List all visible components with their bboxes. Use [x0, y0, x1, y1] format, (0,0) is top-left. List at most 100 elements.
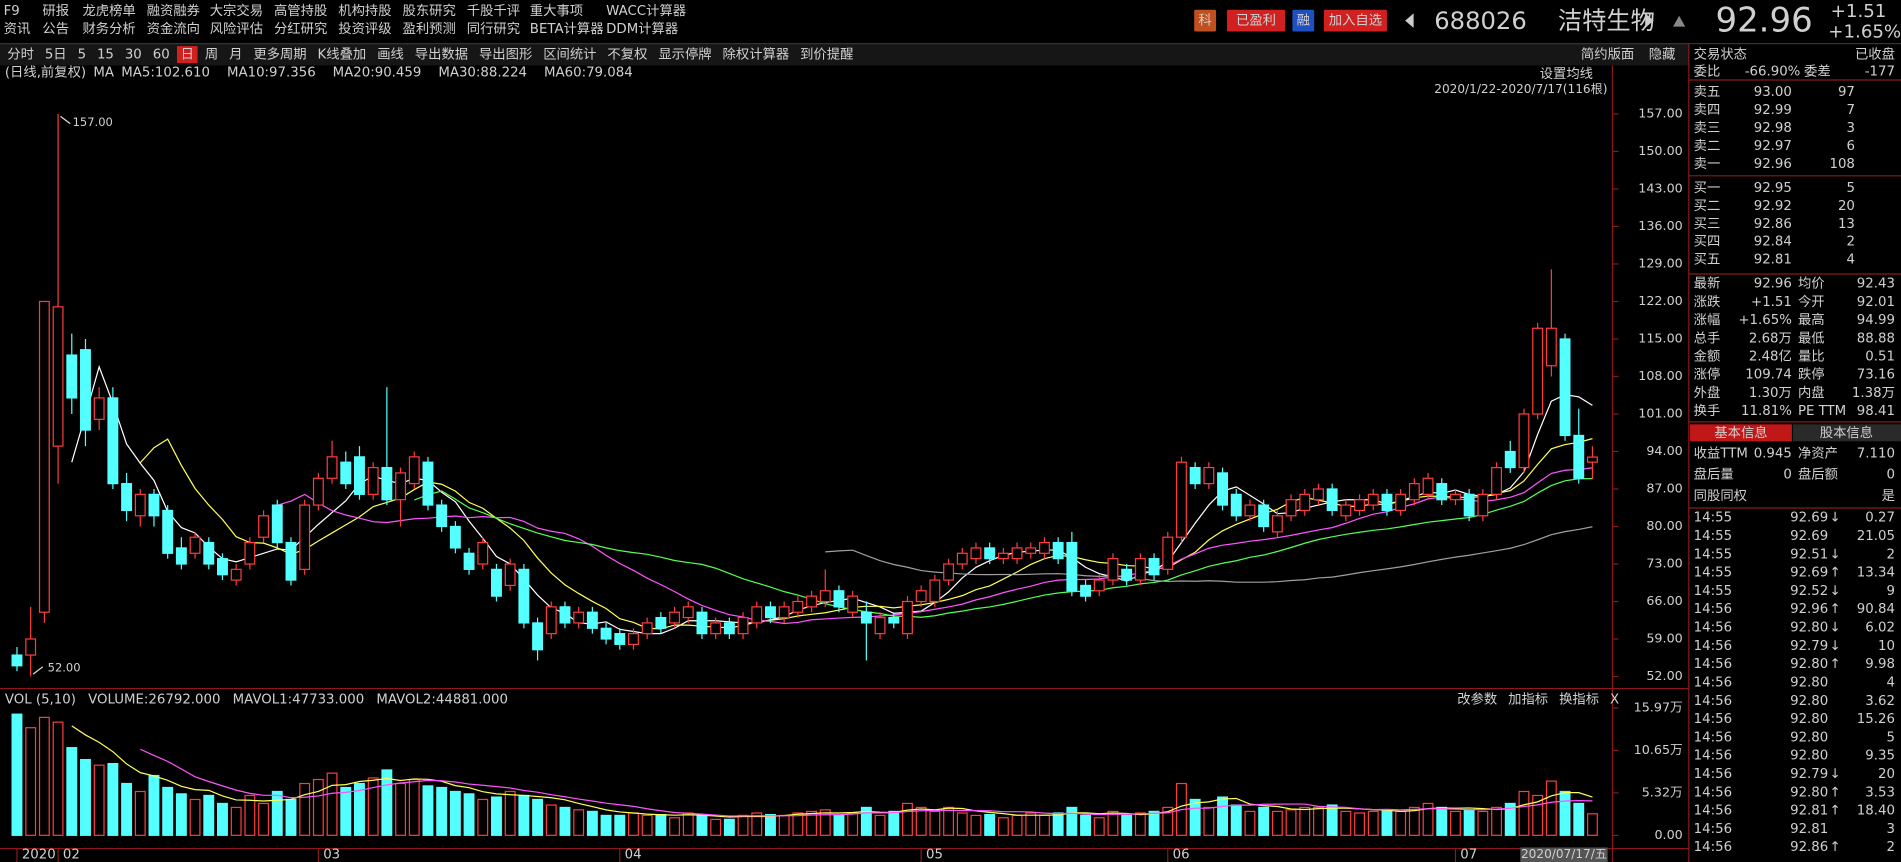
next-arrow[interactable] — [1645, 13, 1654, 28]
tab-label[interactable]: 基本信息 — [1714, 424, 1767, 441]
toolbar-item[interactable]: 更多周期 — [253, 46, 306, 63]
vol-bar — [1271, 810, 1283, 836]
candle-body — [833, 590, 845, 608]
toolbar-item[interactable]: 不复权 — [607, 46, 647, 63]
toolbar-item[interactable]: 5 — [78, 48, 86, 63]
toolbar-item[interactable]: K线叠加 — [318, 47, 367, 63]
candle-body — [1258, 504, 1270, 528]
candle-body — [1066, 541, 1078, 592]
vol-bar — [1285, 809, 1297, 836]
vol-bar — [586, 810, 598, 836]
status-value: 已收盘 — [1855, 46, 1895, 63]
vol-bar — [765, 813, 776, 836]
menu-item[interactable]: 股东研究 — [403, 3, 456, 19]
badge[interactable] — [1323, 9, 1387, 32]
toolbar-item[interactable]: 区间统计 — [543, 47, 596, 63]
menu-item[interactable]: 重大事项 — [530, 3, 583, 19]
ma-line — [414, 478, 1593, 618]
badge-label[interactable]: 加入自选 — [1329, 13, 1382, 29]
badge[interactable] — [1226, 9, 1286, 32]
candle-body — [189, 536, 201, 554]
badge[interactable] — [1194, 9, 1217, 32]
badge[interactable] — [1292, 9, 1315, 32]
candle-body — [1395, 493, 1407, 512]
menu-item[interactable]: BETA计算器 — [530, 21, 604, 37]
trade-price: 92.80 — [1790, 694, 1828, 709]
toolbar-right[interactable]: 隐藏 — [1649, 47, 1676, 63]
toolbar-item[interactable]: 导出图形 — [479, 47, 532, 63]
toolbar-item[interactable]: 日 — [181, 48, 194, 63]
toolbar-item[interactable]: 画线 — [377, 47, 404, 63]
trade-arrow: ↓ — [1829, 639, 1840, 654]
menu-item[interactable]: 研报 — [42, 3, 69, 19]
badge-label[interactable]: 已盈利 — [1236, 13, 1276, 29]
vol-button[interactable]: 加指标 — [1508, 692, 1548, 708]
menu-item[interactable]: 大宗交易 — [210, 2, 263, 19]
menu-item[interactable]: 高管持股 — [274, 2, 327, 19]
menu-item[interactable]: 资讯 — [4, 21, 31, 37]
menu-item[interactable]: WACC计算器 — [606, 3, 686, 19]
vol-bar — [1573, 802, 1585, 836]
menu-item[interactable]: 机构持股 — [338, 3, 391, 19]
toolbar-item[interactable]: 60 — [153, 48, 170, 63]
menu-item[interactable]: 投资评级 — [338, 21, 391, 37]
stat-value: 92.01 — [1857, 295, 1895, 310]
toolbar-item[interactable]: 周 — [205, 48, 218, 63]
candle-body — [915, 590, 927, 603]
menu-item[interactable]: 公告 — [42, 21, 69, 37]
vol-bar — [1559, 790, 1571, 836]
tab-active[interactable] — [1690, 424, 1792, 442]
menu-item[interactable]: 千股千评 — [467, 3, 520, 19]
toolbar-item[interactable]: 分时 — [7, 47, 34, 63]
trade-time: 14:55 — [1694, 529, 1732, 544]
toolbar-item[interactable]: 月 — [229, 48, 242, 63]
toolbar-right[interactable]: 简约版面 — [1581, 46, 1634, 63]
candle-body — [628, 633, 639, 645]
toolbar-item[interactable]: 到价提醒 — [800, 47, 853, 63]
toolbar-item[interactable]: 显示停牌 — [658, 46, 711, 63]
menu-item[interactable]: F9 — [4, 4, 20, 19]
up-arrow[interactable] — [1673, 15, 1686, 27]
toolbar-item[interactable]: 除权计算器 — [723, 46, 790, 63]
menu-item[interactable]: 龙虎榜单 — [82, 2, 135, 19]
vol-button[interactable]: 换指标 — [1559, 692, 1599, 708]
menu-item[interactable]: 同行研究 — [467, 21, 520, 37]
menu-item[interactable]: 风险评估 — [210, 21, 263, 37]
candle-body — [888, 616, 900, 624]
candle-body — [285, 541, 297, 581]
candle-body — [819, 590, 831, 603]
ma-settings[interactable]: 设置均线 — [1540, 66, 1593, 82]
tab[interactable] — [1793, 424, 1901, 442]
menu-item[interactable]: 财务分析 — [82, 21, 135, 37]
candle-body — [929, 579, 941, 603]
menu-item[interactable]: 分红研究 — [274, 21, 327, 37]
toolbar-item[interactable]: 导出数据 — [415, 47, 468, 63]
vol-bar — [1299, 806, 1311, 836]
menu-item[interactable]: 盈利预测 — [403, 21, 456, 37]
trade-volume: 2 — [1886, 840, 1894, 855]
toolbar-active[interactable] — [176, 46, 198, 64]
trade-arrow: ↑ — [1829, 602, 1840, 617]
trade-time: 14:56 — [1694, 804, 1732, 819]
menu-item[interactable]: 融资融券 — [147, 3, 200, 19]
menu-item[interactable]: 资金流向 — [147, 21, 200, 37]
vol-bar — [997, 817, 1009, 836]
candle-body — [66, 354, 78, 399]
toolbar-item[interactable]: 30 — [125, 48, 142, 63]
y-tick-label: 150.00 — [1638, 143, 1683, 158]
menu-item[interactable]: DDM计算器 — [606, 21, 678, 37]
tab-label[interactable]: 股本信息 — [1820, 424, 1873, 441]
prev-arrow[interactable] — [1405, 13, 1414, 28]
vol-button[interactable]: 改参数 — [1457, 691, 1497, 708]
vol-bar — [1039, 814, 1050, 836]
badge-label[interactable]: 融 — [1297, 13, 1310, 29]
ma-legend: MA10:97.356 — [227, 66, 316, 81]
info-value: 0 — [1886, 468, 1894, 483]
book-price: 92.86 — [1754, 217, 1792, 232]
stat-value: 92.96 — [1754, 277, 1792, 292]
toolbar-item[interactable]: 15 — [97, 48, 114, 63]
vol-bar — [217, 802, 228, 836]
badge-label[interactable]: 科 — [1198, 13, 1211, 29]
vol-button[interactable]: X — [1610, 693, 1619, 708]
toolbar-item[interactable]: 5日 — [45, 48, 67, 63]
